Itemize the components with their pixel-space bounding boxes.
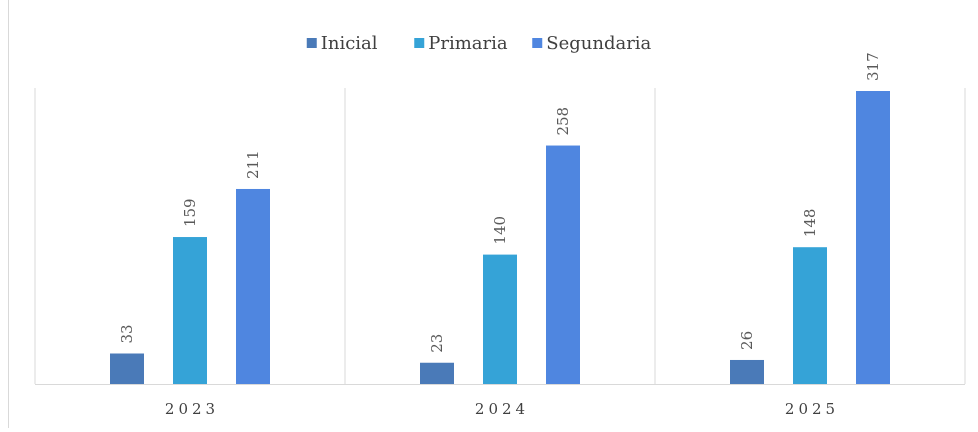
- bar: [420, 362, 454, 384]
- legend-item: Inicial: [306, 33, 378, 54]
- data-label: 140: [491, 216, 509, 245]
- legend-swatch: [306, 38, 317, 48]
- legend-label: Segundaria: [546, 33, 651, 54]
- bar: [793, 247, 827, 384]
- bar: [546, 145, 580, 384]
- data-label: 317: [864, 52, 882, 81]
- x-axis-tick-label: 2025: [785, 400, 839, 418]
- data-label: 258: [554, 107, 572, 136]
- x-axis-tick-labels: 2023 2024 2025: [165, 400, 839, 418]
- legend-label: Primaria: [428, 33, 508, 54]
- data-label: 26: [738, 331, 756, 350]
- bar: [856, 91, 890, 384]
- bar: [730, 359, 764, 384]
- bars: [110, 91, 890, 384]
- x-axis-tick-label: 2023: [165, 400, 219, 418]
- legend-label: Inicial: [321, 33, 378, 54]
- data-label: 211: [244, 150, 262, 179]
- legend: Inicial Primaria Segundaria: [306, 33, 652, 54]
- legend-item: Segundaria: [532, 33, 652, 54]
- bar: [173, 237, 207, 384]
- bar: [483, 254, 517, 384]
- data-label: 23: [428, 334, 446, 353]
- legend-swatch: [532, 38, 543, 48]
- legend-swatch: [414, 38, 425, 48]
- data-label: 148: [801, 209, 819, 238]
- category-separators: [34, 88, 966, 384]
- page-border: [8, 0, 9, 428]
- data-label: 33: [118, 324, 136, 343]
- data-labels: 33 159 211 23 140 258 26 148 317: [118, 52, 882, 352]
- bar: [236, 188, 270, 384]
- data-label: 159: [181, 198, 199, 227]
- x-axis-tick-label: 2024: [475, 400, 529, 418]
- bar: [110, 353, 144, 384]
- legend-item: Primaria: [414, 33, 508, 54]
